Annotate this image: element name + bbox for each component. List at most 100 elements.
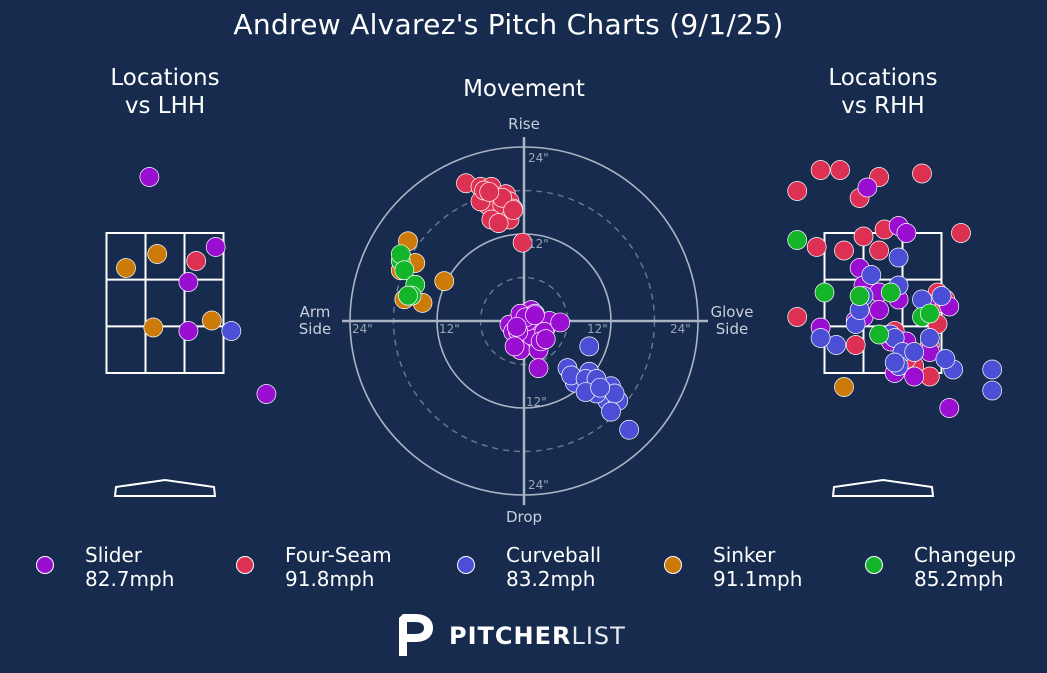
legend-pitch-velo: 91.1mph (713, 567, 803, 591)
lhh-zone-box (105, 232, 225, 374)
movement-panel-title: Movement (463, 76, 585, 102)
movement-point-changeup (398, 285, 418, 306)
rhh-point-curveball (935, 349, 956, 369)
legend-pitch-velo: 82.7mph (85, 567, 175, 591)
legend-pitch-name: Sinker (713, 543, 776, 567)
legend-pitch-velo: 85.2mph (914, 567, 1004, 591)
rhh-point-slider (869, 300, 889, 320)
label-glove-side: Side (716, 320, 748, 338)
rhh-point-curveball (884, 352, 905, 373)
lhh-point-sinker (143, 317, 164, 338)
pitcherlist-p-icon (399, 614, 433, 656)
rhh-panel-title: Locations vs RHH (773, 64, 993, 120)
movement-point-slider (504, 336, 525, 357)
rhh-point-curveball (931, 286, 952, 306)
legend-pitch-name: Changeup (914, 543, 1016, 567)
rhh-point-slider (896, 223, 917, 243)
legend-dot-icon (664, 556, 682, 574)
rhh-point-four-seam (951, 223, 971, 243)
movement-point-slider (550, 312, 571, 333)
rhh-point-four-seam (806, 237, 827, 257)
rhh-point-four-seam (787, 181, 808, 201)
label-drop: Drop (506, 508, 542, 526)
rhh-points (787, 160, 1003, 418)
rhh-location-plot (787, 160, 1003, 497)
lhh-point-slider (139, 167, 160, 187)
rhh-point-four-seam (869, 240, 889, 261)
lhh-point-slider (178, 321, 199, 341)
ring-label-right-12: 12" (587, 322, 608, 336)
movement-point-four-seam (503, 200, 523, 220)
lhh-points (116, 167, 277, 404)
label-arm-side: Side (299, 320, 331, 338)
rhh-point-slider (857, 177, 878, 198)
movement-point-slider (535, 329, 556, 349)
lhh-point-sinker (201, 310, 222, 331)
rhh-point-four-seam (830, 160, 850, 180)
rhh-point-changeup (849, 286, 870, 306)
movement-point-curveball (601, 401, 621, 422)
lhh-home-plate (113, 478, 217, 497)
movement-point-slider (525, 305, 545, 326)
legend-dot-icon (36, 556, 54, 574)
rhh-strike-zone (823, 232, 943, 497)
movement-point-curveball (579, 336, 600, 357)
label-glove: Glove (710, 303, 753, 321)
rhh-point-curveball (982, 380, 1003, 401)
chart-title: Andrew Alvarez's Pitch Charts (9/1/25) (233, 8, 784, 41)
rhh-point-four-seam (810, 160, 831, 180)
lhh-point-slider (205, 237, 226, 257)
rhh-point-changeup (787, 230, 808, 250)
rhh-point-curveball (810, 328, 831, 348)
lhh-title-line2: vs LHH (124, 93, 206, 119)
rhh-point-four-seam (845, 335, 866, 355)
rhh-point-changeup (919, 303, 940, 324)
rhh-point-curveball (861, 265, 882, 285)
lhh-point-sinker (116, 258, 136, 278)
lhh-location-plot (105, 167, 277, 497)
ring-label-left-12: 12" (439, 322, 460, 336)
movement-points (390, 173, 639, 440)
rhh-point-slider (939, 398, 960, 418)
legend-dot-icon (236, 556, 254, 574)
lhh-point-slider (178, 272, 199, 292)
movement-point-curveball (619, 419, 639, 440)
movement-point-curveball (590, 377, 610, 398)
ring-label-bottom-24: 24" (528, 478, 549, 492)
label-rise: Rise (508, 115, 540, 133)
ring-label-top-12: 12" (528, 237, 549, 251)
rhh-point-sinker (834, 377, 854, 397)
legend-pitch-name: Four-Seam (285, 543, 392, 567)
rhh-point-changeup (869, 324, 889, 345)
rhh-point-changeup (880, 282, 901, 303)
rhh-point-four-seam (912, 163, 932, 184)
movement-point-slider (528, 358, 549, 378)
legend-pitch-velo: 91.8mph (285, 567, 375, 591)
rhh-point-four-seam (787, 307, 808, 327)
lhh-point-slider (256, 384, 277, 404)
legend-pitch-velo: 83.2mph (506, 567, 596, 591)
ring-label-top-24: 24" (528, 151, 549, 165)
lhh-point-curveball (221, 321, 242, 341)
lhh-panel-title: Locations vs LHH (55, 64, 275, 120)
movement-point-sinker (434, 271, 455, 291)
ring-label-right-24: 24" (670, 322, 691, 336)
logo-wordmark: PITCHERLIST (449, 622, 626, 650)
rhh-point-curveball (904, 342, 925, 362)
lhh-point-sinker (147, 244, 168, 264)
rhh-point-changeup (814, 282, 835, 303)
rhh-title-line1: Locations (828, 65, 938, 91)
rhh-point-curveball (919, 328, 940, 348)
lhh-title-line1: Locations (110, 65, 220, 91)
rhh-point-curveball (982, 359, 1003, 380)
rhh-point-four-seam (834, 240, 854, 261)
rhh-title-line2: vs RHH (841, 93, 925, 119)
rhh-point-four-seam (853, 226, 874, 247)
legend-pitch-name: Slider (85, 543, 143, 567)
movement-point-slider (506, 316, 527, 337)
movement-point-four-seam (479, 182, 500, 202)
legend-dot-icon (865, 556, 883, 574)
logo-light-text: LIST (571, 622, 626, 650)
